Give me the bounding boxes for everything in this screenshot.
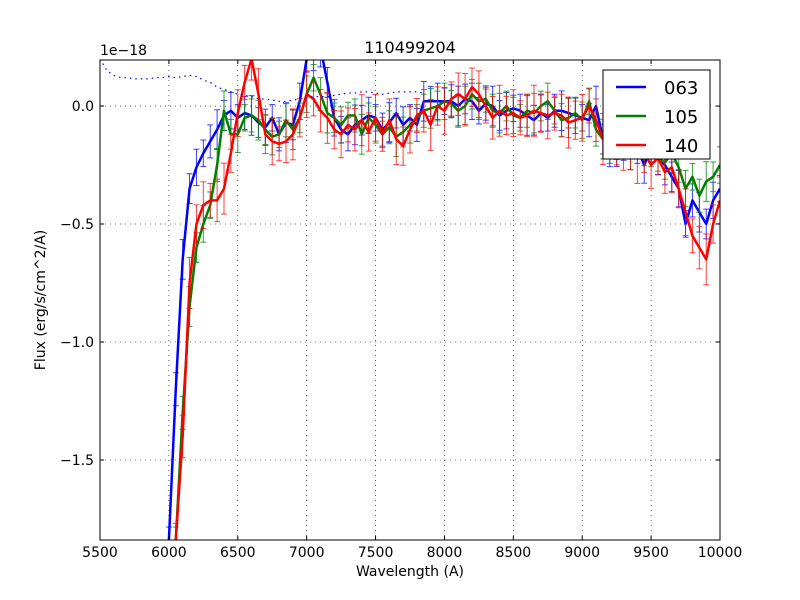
x-tick-label: 6500: [220, 545, 256, 561]
x-tick-label: 9500: [633, 545, 669, 561]
chart-title: 110499204: [364, 38, 456, 57]
y-tick-label: −1.5: [60, 453, 94, 469]
legend-label-105: 105: [664, 107, 698, 128]
x-tick-label: 6000: [151, 545, 187, 561]
y-tick-label: −0.5: [60, 217, 94, 233]
x-tick-label: 5500: [82, 545, 118, 561]
x-tick-label: 8000: [427, 545, 463, 561]
x-tick-label: 7500: [358, 545, 394, 561]
x-tick-label: 9000: [564, 545, 600, 561]
x-tick-label: 7000: [289, 545, 325, 561]
axes-frame: [99, 59, 721, 541]
y-tick-label: 0.0: [72, 99, 94, 115]
x-tick-label: 10000: [698, 545, 743, 561]
y-axis-label: Flux (erg/s/cm^2/A): [33, 230, 49, 370]
legend-label-140: 140: [664, 136, 698, 157]
axis-ticks: 5500 6000 6500 7000 7500 8000 8500 9000 9500 1000…: [60, 60, 742, 561]
x-tick-label: 8500: [496, 545, 532, 561]
x-axis-label: Wavelength (A): [356, 564, 464, 580]
y-tick-label: −1.0: [60, 335, 94, 351]
legend-label-063: 063: [664, 78, 698, 99]
y-offset-label: 1e−18: [100, 43, 147, 59]
legend: 063 105 140: [602, 69, 711, 160]
